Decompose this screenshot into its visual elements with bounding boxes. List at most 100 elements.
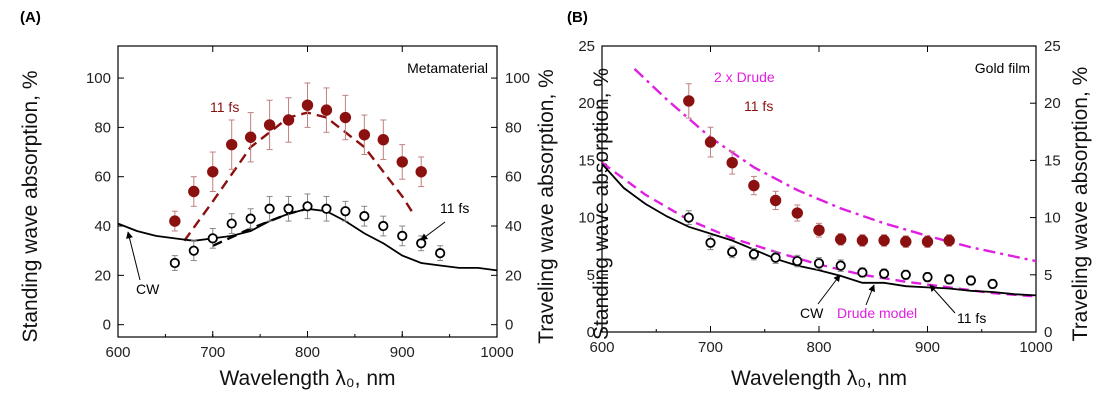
plot-frame bbox=[601, 45, 1037, 333]
data-point-filled bbox=[301, 99, 314, 111]
x-axis-label: Wavelength λ₀, nm bbox=[219, 367, 395, 390]
annotation-label: 11 fs bbox=[744, 98, 773, 114]
series-line-2 bbox=[633, 68, 1036, 263]
data-point-filled bbox=[339, 111, 352, 124]
data-point-filled bbox=[244, 131, 257, 143]
data-point-open bbox=[302, 201, 313, 212]
data-point-open bbox=[397, 230, 408, 241]
data-point-open bbox=[748, 249, 760, 260]
data-point-filled bbox=[188, 185, 200, 198]
y-tick-label: 20 bbox=[94, 267, 111, 284]
y2-tick-label: 100 bbox=[505, 70, 530, 87]
data-point-open bbox=[987, 278, 998, 290]
annotation-arrow bbox=[865, 284, 875, 306]
annotation-label: 11 fs bbox=[957, 310, 986, 326]
annotation-label: 2 x Drude bbox=[714, 69, 775, 85]
data-point-filled bbox=[169, 215, 181, 227]
series-line-4 bbox=[602, 163, 1036, 297]
data-point-open bbox=[264, 203, 275, 214]
data-point-filled bbox=[320, 104, 333, 116]
y2-tick-label: 20 bbox=[505, 267, 522, 284]
y2-tick-label: 0 bbox=[1044, 324, 1052, 341]
y-axis-label: Standing wave absorption, % bbox=[590, 68, 613, 340]
data-point-open bbox=[922, 271, 933, 283]
data-point-open bbox=[416, 238, 427, 249]
y-axis-label: Standing wave absorption, % bbox=[19, 70, 42, 342]
data-point-filled bbox=[207, 166, 219, 178]
y-tick-label: 100 bbox=[86, 70, 111, 87]
data-point-open bbox=[321, 203, 332, 214]
data-point-open bbox=[359, 211, 370, 222]
series-line-2 bbox=[183, 111, 413, 242]
annotation-arrow bbox=[929, 284, 956, 314]
annotation-label: CW bbox=[800, 305, 824, 321]
y-tick-label: 80 bbox=[94, 119, 111, 136]
data-point-filled bbox=[377, 134, 389, 146]
data-point-open bbox=[792, 255, 803, 267]
x-tick-label: 900 bbox=[915, 339, 940, 356]
data-point-open bbox=[770, 252, 781, 263]
box-label: Gold film bbox=[975, 60, 1030, 76]
data-point-filled bbox=[856, 234, 869, 247]
y-tick-label: 0 bbox=[103, 317, 111, 334]
x-tick-label: 600 bbox=[105, 344, 130, 361]
annotation-label: CW bbox=[136, 281, 160, 297]
plot-area bbox=[118, 82, 497, 272]
chart-panel-a: (A) 600 700 800 900 1000 0 0 20 20 40 40 60 60 80 80 100… bbox=[19, 9, 558, 390]
y-tick-label: 25 bbox=[578, 38, 595, 55]
y2-tick-label: 20 bbox=[1044, 95, 1061, 112]
data-point-open bbox=[378, 220, 389, 232]
y-tick-label: 20 bbox=[578, 95, 595, 112]
annotation-arrow bbox=[817, 274, 841, 305]
annotation-label: 11 fs bbox=[440, 200, 469, 216]
data-point-open bbox=[683, 212, 694, 223]
y2-axis-label: Traveling wave absorption, % bbox=[535, 69, 558, 344]
x-tick-label: 600 bbox=[589, 339, 614, 356]
y-tick-label: 40 bbox=[94, 218, 111, 235]
data-point-filled bbox=[415, 166, 427, 178]
data-point-filled bbox=[263, 119, 276, 131]
data-point-filled bbox=[835, 233, 847, 246]
y2-axis-label: Traveling wave absorption, % bbox=[1069, 67, 1092, 342]
x-axis-label: Wavelength λ₀, nm bbox=[731, 367, 907, 390]
data-point-open bbox=[835, 260, 846, 271]
data-point-filled bbox=[878, 234, 890, 247]
data-point-open bbox=[207, 233, 218, 244]
data-point-filled bbox=[748, 179, 760, 192]
x-tick-label: 1000 bbox=[480, 344, 513, 361]
data-point-open bbox=[965, 275, 977, 286]
y2-tick-label: 25 bbox=[1044, 38, 1061, 55]
x-tick-label: 800 bbox=[295, 344, 320, 361]
data-point-open bbox=[878, 268, 890, 279]
data-point-open bbox=[857, 267, 868, 278]
data-point-open bbox=[340, 206, 351, 217]
data-point-open bbox=[188, 245, 199, 256]
annotation-arrow bbox=[420, 221, 446, 241]
data-point-filled bbox=[726, 156, 738, 169]
data-point-filled bbox=[769, 194, 782, 207]
data-point-filled bbox=[900, 235, 912, 248]
y2-tick-label: 0 bbox=[505, 317, 513, 334]
panel-label: (A) bbox=[20, 9, 41, 26]
data-point-filled bbox=[704, 136, 717, 148]
data-point-open bbox=[900, 269, 911, 280]
x-tick-label: 800 bbox=[806, 339, 831, 356]
data-point-open bbox=[245, 213, 256, 224]
data-point-filled bbox=[226, 138, 238, 151]
data-point-filled bbox=[813, 224, 825, 236]
data-point-open bbox=[813, 258, 825, 269]
x-tick-label: 900 bbox=[390, 344, 415, 361]
annotation-arrow bbox=[126, 231, 141, 281]
y2-tick-label: 5 bbox=[1044, 267, 1052, 284]
panel-label: (B) bbox=[567, 9, 588, 26]
data-point-open bbox=[705, 237, 716, 248]
annotation-label: Drude model bbox=[837, 305, 917, 321]
plot-area bbox=[602, 68, 1036, 298]
y2-tick-label: 80 bbox=[505, 119, 522, 136]
data-point-filled bbox=[396, 156, 408, 168]
data-point-open bbox=[283, 203, 294, 214]
data-point-filled bbox=[921, 235, 934, 248]
x-tick-label: 700 bbox=[698, 339, 723, 356]
